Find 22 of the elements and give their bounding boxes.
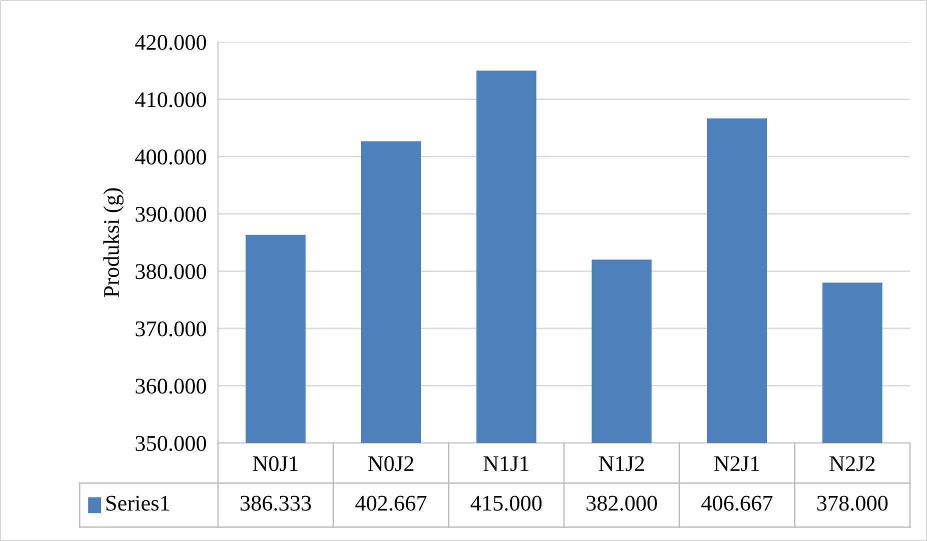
legend-label: Series1 <box>106 496 170 511</box>
y-tick-label: 400.000 <box>135 150 206 165</box>
y-tick-label: 410.000 <box>135 92 206 108</box>
y-tick-label: 390.000 <box>136 206 206 222</box>
data-label: 415.000 <box>470 496 542 511</box>
y-tick-label: 350.000 <box>136 436 206 452</box>
y-tick-label: 380.000 <box>136 264 206 280</box>
x-tick-label: N2J1 <box>714 456 760 472</box>
x-tick-label: N1J1 <box>484 456 528 472</box>
y-tick-label: 370.000 <box>136 321 206 336</box>
y-axis-title: Produksi (g) <box>103 188 124 298</box>
data-label: 402.667 <box>355 496 426 511</box>
x-tick-label: N2J2 <box>830 456 875 472</box>
x-tick-label: N1J2 <box>598 456 644 472</box>
data-label: 406.667 <box>701 496 772 511</box>
data-label: 382.000 <box>586 496 657 511</box>
y-tick-label: 420.000 <box>135 34 206 50</box>
data-label: 378.000 <box>817 496 888 511</box>
x-tick-label: N0J1 <box>252 456 298 472</box>
data-label: 386.333 <box>240 496 311 511</box>
y-tick-label: 360.000 <box>136 378 206 394</box>
x-tick-label: N0J2 <box>368 456 414 472</box>
